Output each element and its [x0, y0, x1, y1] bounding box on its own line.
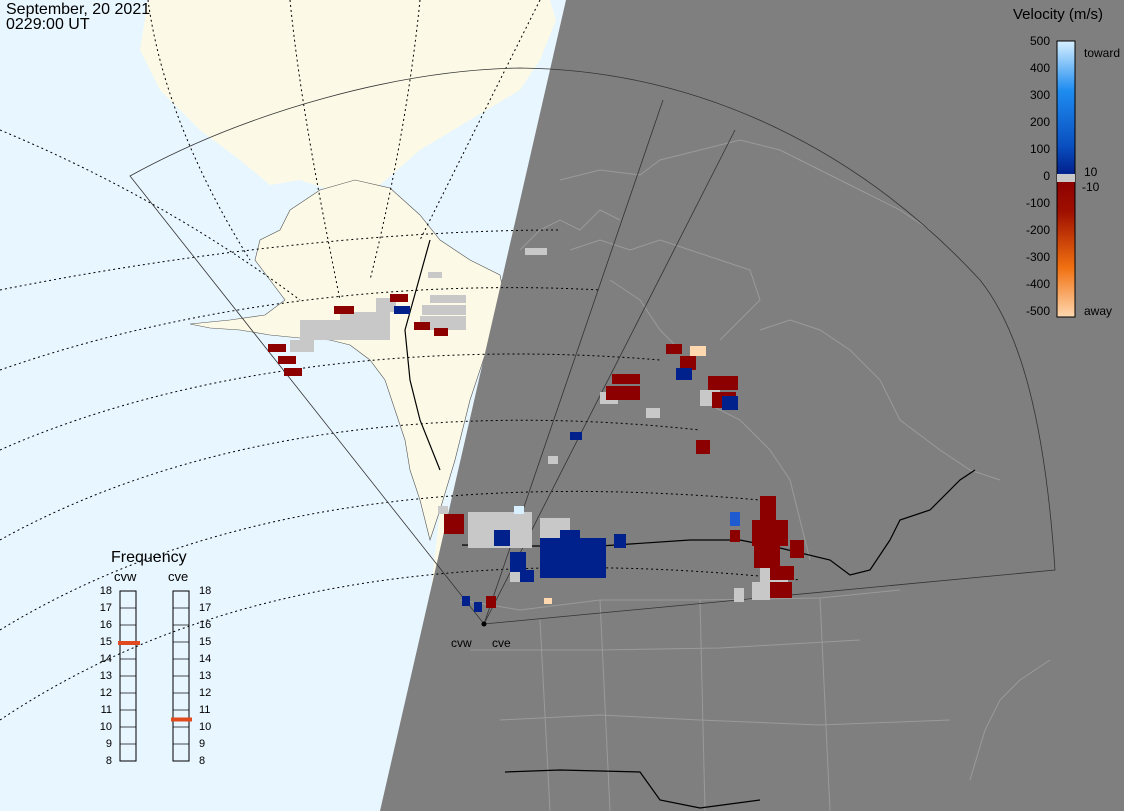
frequency-scale-label: 8: [105, 755, 112, 767]
frequency-scale-label: 17: [99, 602, 112, 614]
velocity-tick: -500: [1025, 304, 1050, 318]
frequency-scale-label: 16: [99, 619, 112, 631]
frequency-scale-label: 10: [99, 721, 112, 733]
southern-border: [504, 769, 761, 809]
frequency-scale-label: 12: [99, 687, 112, 699]
radar-site-label-cve: cve: [492, 636, 511, 650]
frequency-scale-label: 14: [99, 653, 112, 665]
alaska-border: [404, 239, 441, 471]
frequency-scale-label: 11: [100, 704, 112, 716]
away-label: away: [1084, 304, 1113, 318]
frequency-scale-label: 10: [199, 721, 212, 733]
alaska-landmass: [189, 179, 506, 542]
velocity-color-bar: [1056, 40, 1076, 318]
frequency-scale-label: 11: [199, 704, 211, 716]
velocity-tick: -200: [1025, 223, 1050, 237]
frequency-scale-label: 18: [199, 585, 212, 597]
night-coastlines: [459, 139, 1051, 811]
velocity-tick: -400: [1025, 277, 1050, 291]
velocity-inner-label: 10: [1084, 165, 1098, 179]
velocity-tick: -100: [1025, 196, 1050, 210]
radar-label-cvw: cvw: [114, 569, 137, 584]
frequency-scale-label: 9: [199, 738, 206, 750]
radar-echo-cells: [268, 248, 804, 612]
velocity-tick: 0: [1043, 169, 1050, 183]
frequency-scale-label: 18: [99, 585, 112, 597]
velocity-tick: 400: [1029, 61, 1050, 75]
velocity-inner-label: -10: [1082, 180, 1100, 194]
radar-site-label-cvw: cvw: [451, 636, 472, 650]
time-label: 0229:00 UT: [6, 16, 90, 33]
frequency-scale-label: 8: [199, 755, 206, 767]
frequency-scale-label: 15: [99, 636, 112, 648]
velocity-scale-title: Velocity (m/s): [1013, 6, 1104, 23]
greenland-landmass: [140, 0, 556, 190]
frequency-scale-label: 13: [99, 670, 112, 682]
night-terminator: [380, 0, 1124, 811]
date-label: September, 20 2021: [6, 1, 151, 18]
velocity-tick: -300: [1025, 250, 1050, 264]
toward-label: toward: [1084, 46, 1121, 60]
frequency-scale-label: 16: [199, 619, 212, 631]
geomagnetic-grid: [0, 0, 801, 721]
frequency-scale-label: 17: [199, 602, 212, 614]
frequency-scale-label: 12: [199, 687, 212, 699]
frequency-indicator-cvw: [118, 641, 140, 645]
frequency-bars: [118, 590, 192, 762]
velocity-tick: 500: [1029, 34, 1050, 48]
velocity-tick: 300: [1029, 88, 1050, 102]
radar-site-marker: [481, 621, 487, 627]
radar-label-cve: cve: [168, 569, 189, 584]
frequency-indicator-cve: [171, 717, 192, 722]
frequency-title: Frequency: [111, 549, 187, 566]
frequency-scale-label: 13: [199, 670, 212, 682]
velocity-tick: 200: [1029, 115, 1050, 129]
frequency-scale-label: 9: [105, 738, 112, 750]
velocity-tick: 100: [1029, 142, 1050, 156]
frequency-scale-label: 15: [199, 636, 212, 648]
frequency-scale-label: 14: [199, 653, 212, 665]
